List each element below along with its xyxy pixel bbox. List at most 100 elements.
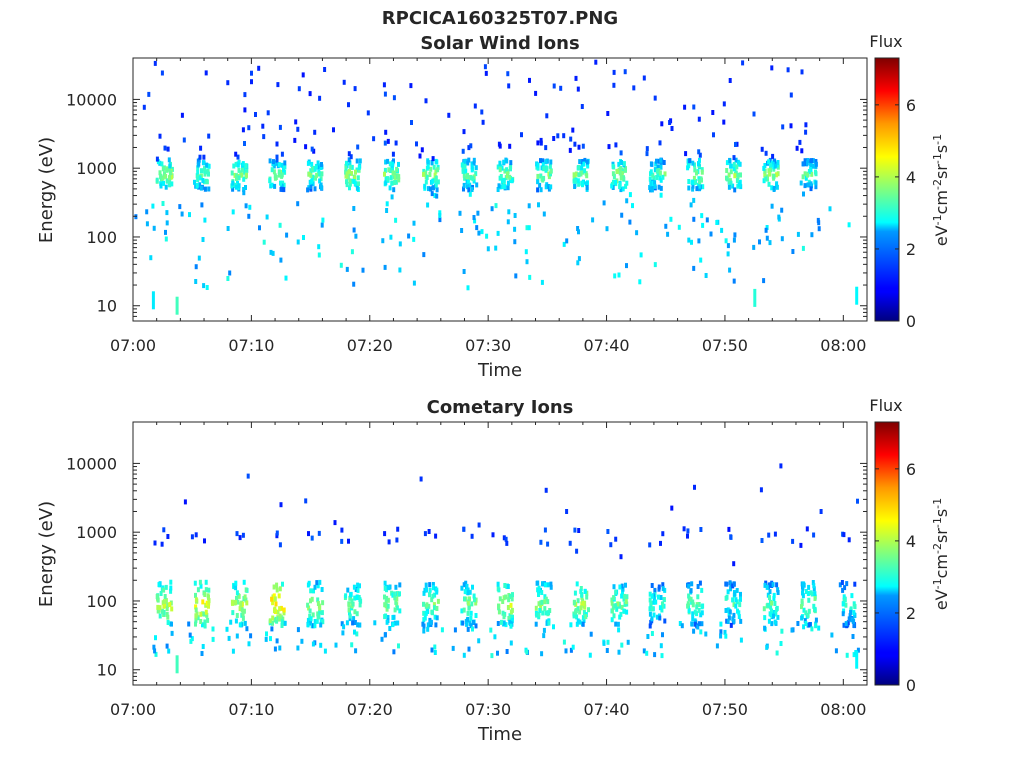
- spectrogram-cell: [847, 616, 851, 622]
- spectrogram-cell: [803, 183, 807, 189]
- spectrogram-cell: [807, 179, 811, 185]
- spectrogram-cell: [382, 82, 386, 88]
- spectrogram-cell: [195, 173, 199, 179]
- spectrogram-cell: [803, 171, 807, 177]
- spectrogram-cell: [578, 609, 582, 615]
- spectrogram-cell: [852, 652, 856, 658]
- spectrogram-cell: [728, 609, 732, 615]
- spectrogram-cell: [282, 607, 286, 613]
- spectrogram-cell: [349, 591, 353, 597]
- spectrogram-cell: [752, 244, 756, 250]
- spectrogram-cell: [426, 202, 430, 208]
- spectrogram-cell: [568, 540, 572, 546]
- x-tick-label: 07:30: [465, 700, 511, 719]
- spectrogram-cell: [278, 645, 282, 651]
- spectrogram-cell: [438, 213, 442, 218]
- spectrogram-cell: [813, 591, 817, 597]
- spectrogram-cell: [649, 161, 653, 167]
- spectrogram-cell: [614, 142, 618, 148]
- spectrogram-cell: [320, 222, 324, 228]
- spectrogram-cell: [728, 178, 732, 184]
- spectrogram-cell: [652, 175, 656, 181]
- solar-wind-ylabel: Energy (eV): [36, 137, 57, 243]
- spectrogram-cell: [261, 123, 265, 129]
- spectrogram-cell: [700, 177, 703, 183]
- spectrogram-cell: [231, 648, 235, 654]
- spectrogram-cell: [163, 594, 167, 599]
- spectrogram-cell: [306, 602, 310, 608]
- spectrogram-cell: [233, 583, 237, 589]
- spectrogram-cell: [397, 161, 400, 167]
- spectrogram-cell: [149, 255, 153, 261]
- spectrogram-cell: [306, 617, 310, 623]
- spectrogram-cell: [202, 154, 206, 160]
- spectrogram-cell: [231, 610, 235, 616]
- spectrogram-cell: [732, 237, 736, 243]
- spectrogram-cell: [422, 628, 426, 634]
- spectrogram-cell: [319, 619, 323, 625]
- spectrogram-cell: [619, 554, 623, 560]
- spectrogram-cell: [277, 172, 281, 178]
- spectrogram-cell: [339, 262, 343, 268]
- spectrogram-cell: [194, 604, 198, 610]
- spectrogram-cell: [546, 599, 550, 605]
- spectrogram-cell: [663, 618, 667, 624]
- spectrogram-cell: [193, 179, 196, 185]
- spectrogram-cell: [772, 596, 776, 601]
- spectrogram-cell: [735, 164, 739, 170]
- spectrogram-cell: [700, 169, 704, 175]
- spectrogram-cell: [422, 590, 426, 596]
- spectrogram-cell: [808, 622, 811, 628]
- spectrogram-cell: [243, 620, 247, 626]
- spectrogram-cell: [462, 582, 466, 588]
- spectrogram-cell: [762, 165, 766, 171]
- spectrogram-cell: [504, 622, 508, 628]
- spectrogram-cell: [242, 187, 246, 192]
- spectrogram-cell: [310, 535, 314, 541]
- spectrogram-cell: [385, 606, 389, 612]
- spectrogram-cell: [463, 596, 466, 602]
- spectrogram-cell: [383, 264, 387, 270]
- spectrogram-cell: [618, 170, 622, 176]
- spectrogram-cell: [741, 60, 745, 66]
- spectrogram-cell: [545, 166, 549, 172]
- spectrogram-cell: [506, 584, 510, 589]
- spectrogram-cell: [762, 606, 766, 612]
- spectrogram-cell: [780, 628, 784, 634]
- spectrogram-cell: [390, 180, 394, 186]
- spectrogram-cell: [524, 249, 528, 255]
- spectrogram-cell: [525, 649, 529, 655]
- spectrogram-cell: [194, 613, 198, 619]
- spectrogram-cell: [705, 217, 709, 223]
- spectrogram-cell: [850, 617, 854, 623]
- spectrogram-cell: [511, 614, 514, 620]
- spectrogram-cell: [658, 615, 662, 621]
- spectrogram-cell: [661, 582, 665, 588]
- spectrogram-cell: [614, 603, 618, 609]
- spectrogram-cell: [424, 98, 428, 104]
- spectrogram-cell: [319, 182, 323, 188]
- spectrogram-cell: [715, 643, 719, 649]
- spectrogram-cell: [308, 608, 312, 614]
- spectrogram-cell: [806, 182, 810, 188]
- spectrogram-cell: [502, 595, 506, 601]
- spectrogram-cell: [591, 217, 595, 223]
- spectrogram-cell: [539, 137, 543, 143]
- spectrogram-cell: [810, 171, 814, 177]
- spectrogram-cell: [276, 609, 280, 615]
- spectrogram-cell: [226, 226, 230, 231]
- spectrogram-cell: [584, 614, 588, 620]
- spectrogram-cell: [233, 172, 237, 178]
- spectrogram-cell: [610, 600, 614, 606]
- spectrogram-cell: [240, 601, 244, 607]
- spectrogram-cell: [317, 171, 321, 177]
- spectrogram-cell: [767, 181, 771, 187]
- spectrogram-cell: [544, 487, 548, 493]
- spectrogram-cell: [275, 638, 279, 644]
- spectrogram-cell: [537, 601, 541, 607]
- spectrogram-cell: [309, 172, 313, 178]
- spectrogram-cell: [389, 168, 393, 173]
- spectrogram-cell: [470, 161, 474, 167]
- spectrogram-cell: [729, 581, 733, 587]
- spectrogram-cell: [620, 642, 624, 648]
